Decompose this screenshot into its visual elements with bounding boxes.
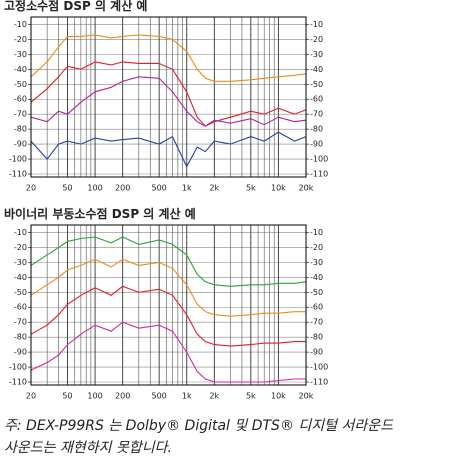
y-tick-label: -70: [310, 110, 323, 119]
y-tick-label: -20: [310, 35, 323, 44]
y-tick-label: -60: [14, 303, 27, 312]
y-tick-label: -30: [310, 50, 323, 59]
y-tick-label: -70: [310, 318, 323, 327]
y-tick-label: -50: [14, 80, 27, 89]
y-tick-label: -30: [14, 258, 27, 267]
x-tick-label: 5k: [246, 184, 256, 193]
x-tick-label: 2k: [209, 392, 219, 401]
y-tick-label: -100: [310, 155, 328, 164]
y-tick-label: -20: [14, 35, 27, 44]
y-tick-label: -80: [310, 125, 323, 134]
y-tick-label: -40: [14, 273, 27, 282]
series-line: [30, 76, 307, 127]
x-tick-label: 500: [152, 392, 167, 401]
x-tick-label: 20: [26, 392, 36, 401]
x-tick-label: 50: [62, 392, 72, 401]
x-tick-label: 2k: [209, 184, 219, 193]
footnote: 사운드는 재현하지 못합니다.: [4, 440, 172, 456]
y-tick-label: -30: [310, 258, 323, 267]
series-line: [30, 61, 307, 127]
y-tick-label: -110: [9, 170, 27, 179]
y-tick-label: -50: [310, 288, 323, 297]
plot-frame: [30, 224, 307, 386]
y-tick-label: -50: [14, 288, 27, 297]
series-line: [30, 34, 307, 82]
y-tick-label: -20: [310, 243, 323, 252]
y-tick-label: -90: [14, 140, 27, 149]
y-tick-label: -100: [310, 363, 328, 372]
series-line: [30, 258, 306, 317]
x-tick-label: 20k: [299, 184, 314, 193]
x-tick-label: 200: [115, 184, 130, 193]
y-tick-label: -70: [14, 110, 27, 119]
y-tick-label: -60: [310, 303, 323, 312]
series-line: [30, 131, 307, 168]
x-tick-label: 10k: [271, 392, 286, 401]
x-tick-label: 100: [87, 392, 102, 401]
y-tick-label: -20: [14, 243, 27, 252]
y-tick-label: -40: [310, 65, 323, 74]
x-tick-label: 500: [152, 184, 167, 193]
y-tick-label: -90: [310, 348, 323, 357]
plot-frame: [30, 16, 307, 178]
y-tick-label: -50: [310, 80, 323, 89]
y-tick-label: -10: [310, 20, 323, 29]
footnote: 주: DEX-P99RS 는 Dolby® Digital 및 DTS® 디지털…: [4, 418, 394, 434]
y-tick-label: -100: [9, 363, 27, 372]
y-tick-label: -80: [310, 333, 323, 342]
y-tick-label: -60: [310, 95, 323, 104]
y-tick-label: -100: [9, 155, 27, 164]
series-line: [30, 285, 306, 347]
x-tick-label: 20: [26, 184, 36, 193]
chart-title: 바이너리 부동소수점 DSP 의 계산 예: [4, 206, 196, 221]
y-tick-label: -60: [14, 95, 27, 104]
y-tick-label: -90: [14, 348, 27, 357]
y-tick-label: -110: [310, 378, 328, 387]
x-tick-label: 10k: [271, 184, 286, 193]
x-tick-label: 200: [115, 392, 130, 401]
chart-title: 고정소수점 DSP 의 계산 예: [4, 0, 147, 13]
y-tick-label: -110: [9, 378, 27, 387]
x-tick-label: 1k: [182, 184, 192, 193]
y-tick-label: -10: [310, 228, 323, 237]
y-tick-label: -80: [14, 125, 27, 134]
y-tick-label: -30: [14, 50, 27, 59]
series-line: [30, 321, 306, 383]
y-tick-label: -40: [14, 65, 27, 74]
y-tick-label: -40: [310, 273, 323, 282]
series-line: [30, 236, 307, 287]
y-tick-label: -80: [14, 333, 27, 342]
y-tick-label: -110: [310, 170, 328, 179]
y-tick-label: -10: [14, 228, 27, 237]
y-tick-label: -90: [310, 140, 323, 149]
y-tick-label: -70: [14, 318, 27, 327]
x-tick-label: 100: [87, 184, 102, 193]
x-tick-label: 5k: [246, 392, 256, 401]
x-tick-label: 50: [62, 184, 72, 193]
y-tick-label: -10: [14, 20, 27, 29]
x-tick-label: 20k: [299, 392, 314, 401]
x-tick-label: 1k: [182, 392, 192, 401]
